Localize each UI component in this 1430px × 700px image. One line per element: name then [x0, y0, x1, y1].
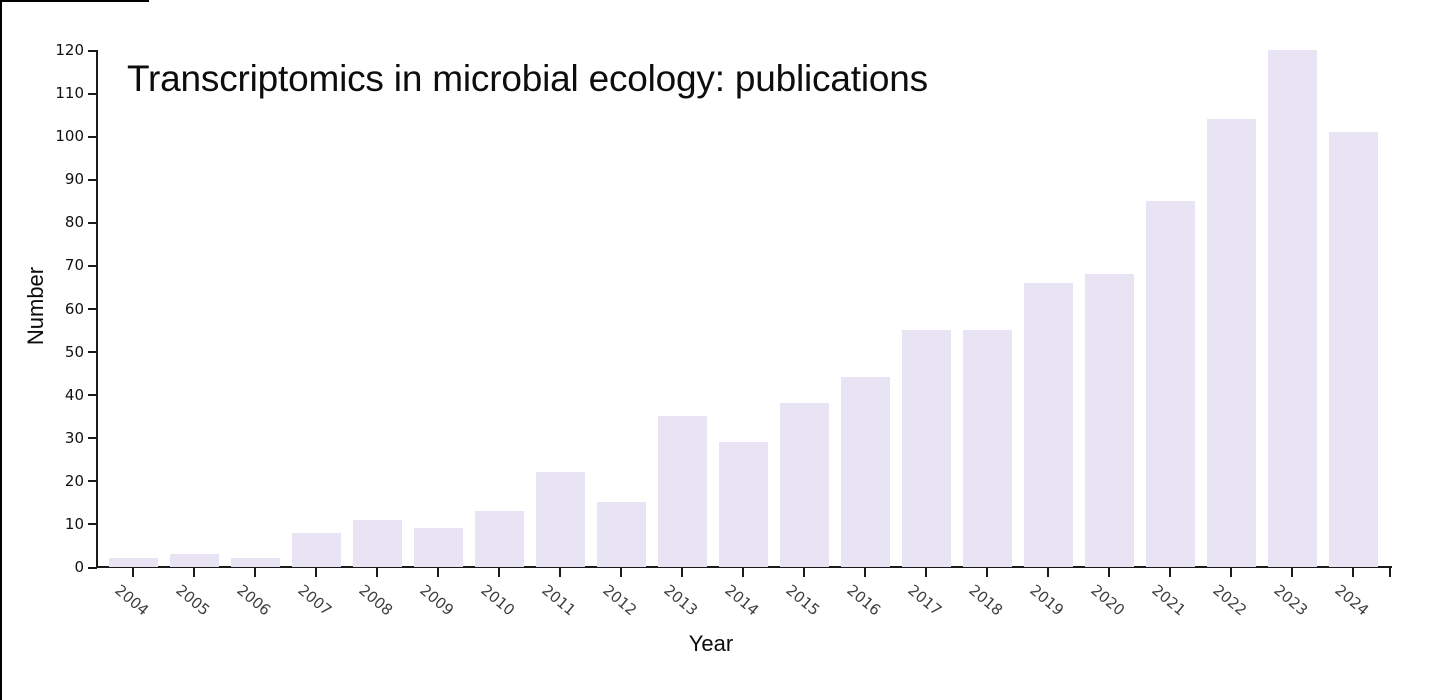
bar-2021	[1145, 200, 1195, 567]
y-tick-120	[88, 49, 97, 52]
bar-2017	[901, 330, 951, 567]
y-tick-label-50: 50	[64, 342, 84, 361]
y-tick-20	[88, 480, 97, 483]
y-tick-30	[88, 437, 97, 440]
x-axis-label: Year	[688, 631, 734, 656]
x-tick-2015	[803, 568, 805, 577]
window-edge-top-line	[0, 0, 149, 2]
x-tick-label-2014: 2014	[721, 581, 763, 620]
bar-2011	[535, 472, 585, 567]
x-tick-label-2018: 2018	[965, 581, 1007, 620]
bar-2007	[291, 532, 341, 567]
y-tick-label-30: 30	[64, 428, 84, 447]
y-tick-70	[88, 264, 97, 267]
y-tick-label-120: 120	[55, 41, 84, 59]
y-tick-label-100: 100	[55, 127, 84, 146]
x-tick-label-2022: 2022	[1209, 581, 1251, 620]
bar-2013	[657, 416, 707, 567]
y-tick-110	[88, 92, 97, 95]
x-tick-label-2009: 2009	[416, 581, 458, 620]
y-tick-label-70: 70	[64, 256, 84, 275]
bar-2005	[169, 554, 219, 567]
x-tick-2019	[1047, 568, 1049, 577]
y-tick-label-90: 90	[64, 170, 84, 189]
x-tick-label-2021: 2021	[1148, 581, 1190, 620]
bar-2024	[1328, 131, 1378, 567]
bar-2010	[474, 510, 524, 567]
window-edge-left-line	[0, 0, 2, 700]
y-tick-label-20: 20	[64, 471, 84, 490]
chart-title: Transcriptomics in microbial ecology: pu…	[127, 58, 928, 99]
x-tick-2014	[742, 568, 744, 577]
bar-2015	[779, 403, 829, 567]
y-tick-60	[88, 308, 97, 310]
x-tick-2010	[498, 568, 500, 577]
x-tick-2013	[681, 568, 683, 577]
x-tick-2007	[315, 568, 317, 577]
bar-2016	[840, 377, 890, 567]
y-tick-0	[88, 566, 97, 569]
bar-2006	[230, 558, 280, 567]
bar-2012	[596, 502, 646, 567]
y-tick-label-110: 110	[55, 84, 84, 103]
x-tick-label-2013: 2013	[660, 581, 702, 620]
y-tick-label-40: 40	[64, 385, 84, 404]
x-axis-spine	[96, 566, 1392, 568]
x-tick-2008	[376, 568, 378, 577]
bar-2009	[413, 528, 463, 567]
y-tick-100	[88, 135, 97, 138]
y-tick-50	[88, 351, 97, 354]
x-tick-label-2019: 2019	[1026, 581, 1068, 620]
bar-2008	[352, 519, 402, 567]
bar-2023	[1267, 50, 1317, 567]
x-tick-2009	[437, 568, 439, 577]
x-tick-2022	[1230, 568, 1232, 577]
x-axis-end-tick	[1389, 568, 1391, 577]
y-axis-spine	[96, 50, 98, 568]
x-tick-2024	[1352, 568, 1354, 577]
x-tick-label-2020: 2020	[1087, 581, 1129, 620]
x-tick-2006	[254, 568, 256, 577]
y-tick-label-0: 0	[74, 558, 84, 576]
x-tick-label-2004: 2004	[111, 581, 153, 620]
x-tick-label-2015: 2015	[782, 581, 824, 620]
x-tick-label-2006: 2006	[233, 581, 275, 620]
bar-2019	[1023, 282, 1073, 567]
x-tick-label-2008: 2008	[355, 581, 397, 620]
y-tick-label-10: 10	[64, 514, 84, 533]
y-tick-label-60: 60	[64, 299, 84, 318]
x-tick-2020	[1108, 568, 1110, 577]
bar-2022	[1206, 118, 1256, 567]
x-tick-2004	[132, 568, 134, 577]
x-tick-2011	[559, 568, 561, 577]
x-tick-2012	[620, 568, 622, 577]
x-tick-label-2010: 2010	[477, 581, 519, 620]
bar-2018	[962, 330, 1012, 567]
x-tick-label-2016: 2016	[843, 581, 885, 620]
x-tick-label-2011: 2011	[538, 581, 580, 620]
x-tick-label-2012: 2012	[599, 581, 641, 620]
x-tick-2021	[1169, 568, 1171, 577]
y-tick-40	[88, 394, 97, 397]
y-tick-label-80: 80	[64, 213, 84, 232]
x-tick-label-2007: 2007	[294, 581, 336, 620]
bar-2014	[718, 442, 768, 567]
x-tick-2005	[193, 568, 195, 577]
x-tick-2018	[986, 568, 988, 577]
x-tick-2023	[1291, 568, 1293, 577]
y-tick-80	[88, 221, 97, 224]
x-tick-label-2017: 2017	[904, 581, 946, 620]
y-tick-90	[88, 178, 97, 181]
x-tick-2016	[864, 568, 866, 577]
x-tick-label-2024: 2024	[1331, 581, 1373, 620]
x-tick-label-2023: 2023	[1270, 581, 1312, 620]
x-tick-label-2005: 2005	[172, 581, 214, 620]
x-tick-2017	[925, 568, 927, 577]
bar-2004	[108, 558, 158, 567]
bar-2020	[1084, 274, 1134, 567]
y-tick-10	[88, 523, 97, 526]
